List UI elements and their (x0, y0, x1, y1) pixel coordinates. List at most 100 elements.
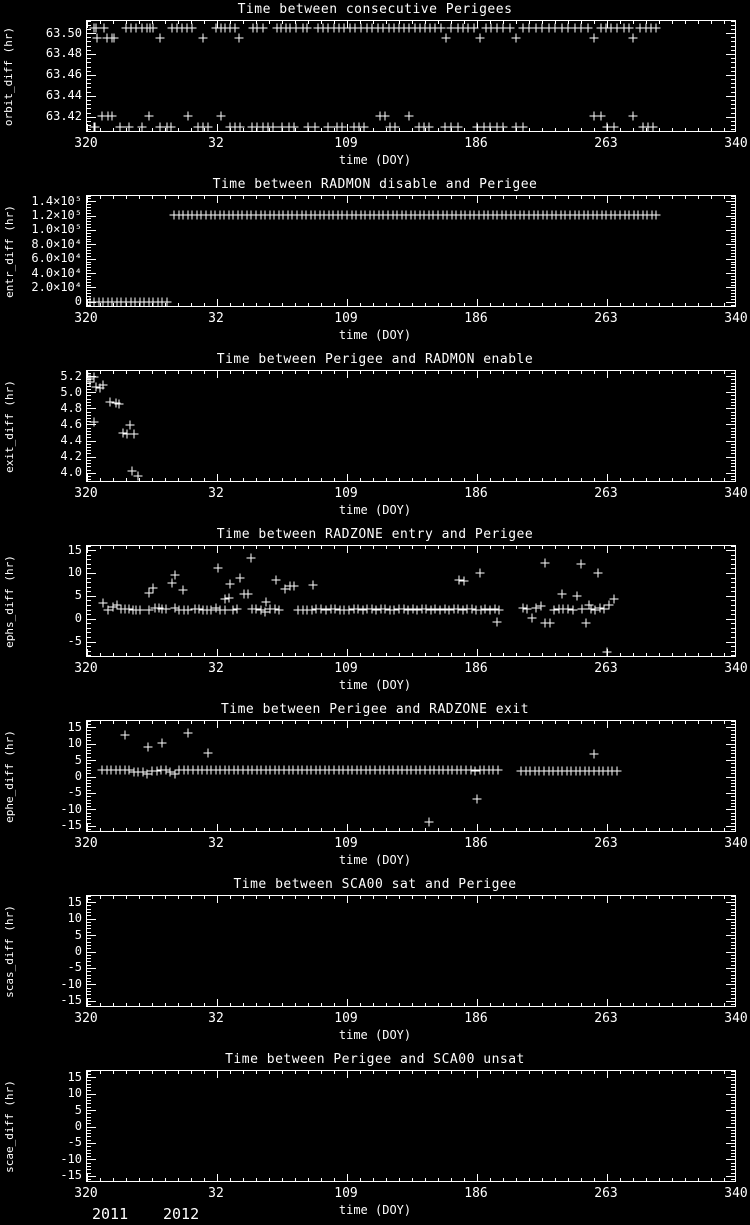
x-minor-tick (697, 371, 699, 374)
x-minor-tick (528, 303, 530, 306)
y-minor-tick (87, 298, 91, 300)
x-tick-label: 263 (594, 1186, 618, 1201)
data-point-marker (202, 765, 212, 775)
data-point-marker (438, 210, 448, 220)
data-point-marker (102, 33, 111, 43)
x-minor-tick (333, 1178, 335, 1181)
x-major-tick (606, 546, 608, 553)
x-minor-tick (112, 478, 114, 481)
x-minor-tick (463, 896, 465, 899)
data-point-marker (188, 765, 198, 775)
data-point-marker (97, 765, 107, 775)
x-minor-tick (398, 478, 400, 481)
x-minor-tick (502, 896, 504, 899)
data-point-marker (497, 210, 507, 220)
x-minor-tick (671, 21, 673, 24)
y-minor-tick (731, 819, 735, 821)
y-minor-tick (731, 1113, 735, 1115)
x-minor-tick (112, 303, 114, 306)
y-axis-label: ephs_diff (hr) (0, 545, 18, 657)
x-minor-tick (242, 371, 244, 374)
data-point-marker (233, 765, 243, 775)
data-point-marker (270, 765, 280, 775)
data-point-marker (365, 210, 375, 220)
data-point-marker (367, 23, 377, 33)
y-minor-tick (731, 750, 735, 752)
x-minor-tick (450, 478, 452, 481)
x-minor-tick (372, 721, 374, 724)
data-point-marker (147, 766, 157, 776)
x-minor-tick (528, 478, 530, 481)
data-point-marker (307, 605, 317, 615)
data-point-marker (339, 605, 349, 615)
data-point-marker (318, 23, 328, 33)
data-point-marker (247, 122, 257, 131)
y-minor-tick (87, 21, 91, 22)
x-minor-tick (710, 1071, 712, 1074)
data-point-marker (215, 605, 225, 615)
data-point-marker (604, 600, 614, 610)
data-point-marker (593, 568, 603, 577)
y-minor-tick (731, 994, 735, 996)
y-minor-tick (87, 304, 91, 306)
y-minor-tick (87, 218, 91, 220)
data-point-marker (433, 210, 443, 220)
data-point-marker (443, 765, 453, 775)
y-minor-tick (87, 799, 91, 801)
x-minor-tick (593, 196, 595, 199)
data-point-marker (378, 210, 388, 220)
x-minor-tick (190, 1178, 192, 1181)
y-minor-tick (731, 1149, 735, 1151)
x-major-tick (346, 546, 348, 553)
data-point-marker (471, 605, 481, 615)
y-minor-tick (87, 447, 91, 449)
y-major-tick (726, 951, 735, 953)
x-minor-tick (112, 371, 114, 374)
x-minor-tick (463, 196, 465, 199)
y-tick-label: 0 (74, 611, 82, 626)
x-minor-tick (164, 303, 166, 306)
x-minor-tick (710, 721, 712, 724)
y-minor-tick (731, 766, 735, 768)
y-minor-tick (87, 1119, 91, 1121)
x-minor-tick (632, 546, 634, 549)
data-point-marker (581, 618, 591, 628)
x-minor-tick (450, 371, 452, 374)
data-point-marker (125, 420, 135, 430)
x-minor-tick (528, 1071, 530, 1074)
y-minor-tick (731, 961, 735, 963)
x-minor-tick (242, 1178, 244, 1181)
y-minor-tick (731, 721, 735, 722)
y-minor-tick (87, 582, 91, 584)
data-point-marker (419, 122, 429, 131)
data-point-marker (206, 210, 215, 220)
x-minor-tick (658, 1178, 660, 1181)
data-point-marker (380, 604, 390, 614)
data-point-marker (108, 602, 118, 612)
x-minor-tick (632, 21, 634, 24)
y-minor-tick (87, 981, 91, 983)
x-minor-tick (268, 1003, 270, 1006)
y-minor-tick (87, 954, 91, 956)
x-minor-tick (177, 128, 179, 131)
x-tick-label: 263 (594, 136, 618, 151)
data-point-marker (203, 122, 213, 131)
x-minor-tick (242, 21, 244, 24)
data-point-marker (588, 210, 598, 220)
y-minor-tick (731, 604, 735, 606)
x-minor-tick (697, 21, 699, 24)
y-major-tick (726, 33, 735, 35)
data-point-marker (466, 765, 475, 775)
y-minor-tick (731, 267, 735, 269)
y-minor-tick (731, 898, 735, 900)
x-minor-tick (411, 1003, 413, 1006)
y-minor-tick (87, 198, 91, 200)
data-point-marker (389, 605, 399, 615)
data-point-marker (115, 122, 124, 131)
x-minor-tick (619, 546, 621, 549)
x-axis-label: time (DOY) (338, 853, 412, 867)
x-major-tick (606, 896, 608, 903)
y-tick-label: 5 (74, 588, 82, 603)
x-minor-tick (385, 21, 387, 24)
x-minor-tick (554, 303, 556, 306)
